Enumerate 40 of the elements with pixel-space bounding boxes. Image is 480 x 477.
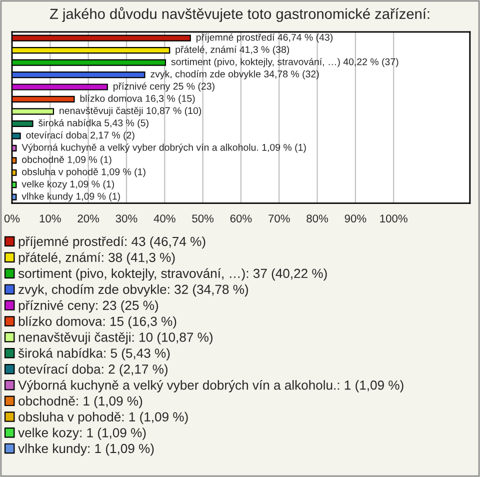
x-tick-label: 0% [4, 214, 20, 222]
data-label: příznivé ceny 25 % (23) [114, 82, 214, 92]
data-label: velke kozy 1,09 % (1) [22, 180, 114, 190]
x-tick-label: 90% [344, 214, 366, 222]
data-label: přátelé, známí 41,3 % (38) [176, 46, 290, 55]
data-label: příjemné prostředí 46,74 % (43) [196, 33, 333, 43]
x-tick-label: 50% [192, 214, 214, 222]
data-label: široká nabídka 5,43 % (5) [38, 119, 148, 128]
data-label: nenavštěvuji častěji 10,87 % (10) [60, 106, 202, 116]
legend-label: velke kozy: 1 (1,09 %) [18, 428, 146, 440]
legend-label: nenavštěvuji častěji: 10 (10,87 %) [18, 332, 212, 344]
legend-label: vlhke kundy: 1 (1,09 %) [18, 444, 154, 456]
x-tick-label: 70% [268, 214, 290, 222]
data-label: blízko domova 16,3 % (15) [80, 94, 195, 104]
legend-label: otevírací doba: 2 (2,17 %) [18, 364, 168, 376]
legend-label: obchodně: 1 (1,09 %) [18, 396, 142, 408]
legend-label: příznivé ceny: 23 (25 %) [18, 300, 158, 313]
legend-label: přátelé, známí: 38 (41,3 %) [18, 252, 175, 265]
data-label: vlhke kundy 1,09 % (1) [22, 192, 120, 202]
data-label: zvyk, chodím zde obvykle 34,78 % (32) [150, 70, 319, 80]
data-label: Výborná kuchyně a velký vyber dobrých vín a alkoholu. 1,09 % (1) [22, 144, 306, 153]
x-tick-label: 80% [306, 214, 328, 222]
x-tick-label: 100% [380, 214, 408, 222]
legend-label: blízko domova: 15 (16,3 %) [18, 316, 176, 329]
data-label: sortiment (pivo, koktejly, stravování, …) 40,22 % (37) [171, 58, 398, 68]
x-tick-label: 10% [40, 214, 61, 222]
data-label: otevírací doba 2,17 % (2) [26, 131, 134, 141]
legend-label: zvyk, chodím zde obvykle: 32 (34,78 %) [18, 284, 248, 297]
x-tick-label: 30% [116, 214, 138, 222]
x-tick-label: 40% [154, 214, 176, 222]
x-tick-label: 20% [78, 214, 100, 222]
data-label: obsluha v pohodě 1,09 % (1) [22, 168, 146, 178]
legend-label: široká nabídka: 5 (5,43 %) [18, 348, 170, 360]
chart-title: Z jakého důvodu navštěvujete toto gastronomické zařízení: [50, 7, 430, 22]
data-label: obchodně 1,09 % (1) [22, 156, 112, 165]
legend-label: sortiment (pivo, koktejly, stravování, …): 37 (40,22 %) [18, 268, 327, 281]
legend-label: Výborná kuchyně a velký vyber dobrých vín a alkoholu.: 1 (1,09 %) [18, 380, 404, 392]
legend-label: obsluha v pohodě: 1 (1,09 %) [18, 412, 188, 424]
x-tick-label: 60% [230, 214, 252, 222]
legend-label: příjemné prostředí: 43 (46,74 %) [18, 236, 206, 249]
